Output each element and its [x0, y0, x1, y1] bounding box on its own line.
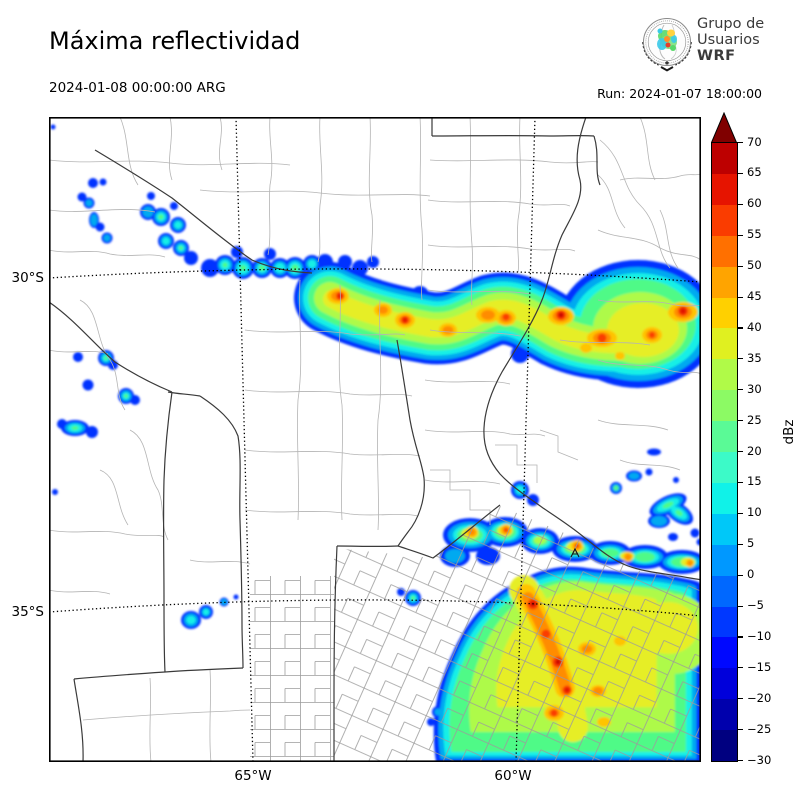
- colorbar-tick-label: 60: [747, 196, 762, 211]
- colorbar-tick-mark: [738, 172, 743, 175]
- colorbar-tick-label: 65: [747, 165, 762, 180]
- colorbar-tick-mark: [738, 203, 743, 205]
- colorbar-segment: [712, 636, 737, 669]
- colorbar-tick-mark: [738, 234, 743, 236]
- map-frame: [49, 117, 701, 762]
- colorbar-over-arrow: [711, 112, 738, 143]
- colorbar-tick-label: 0: [747, 567, 755, 582]
- colorbar-tick-label: 20: [747, 443, 762, 458]
- colorbar-gradient: [711, 142, 738, 762]
- station-marker-icon: [570, 547, 580, 558]
- colorbar-tick-label: 10: [747, 505, 762, 520]
- colorbar-tick-label: −30: [747, 752, 772, 767]
- lat-tick-30s: 30°S: [11, 270, 45, 286]
- colorbar-segment: [712, 482, 737, 514]
- colorbar-tick-mark: [738, 389, 743, 391]
- colorbar-tick-mark: [738, 667, 743, 669]
- logo-line-3: WRF: [697, 48, 736, 64]
- page-title: Máxima reflectividad: [49, 27, 301, 55]
- colorbar-segment: [712, 297, 737, 329]
- colorbar-tick-mark: [738, 265, 743, 267]
- colorbar-segment: [712, 266, 737, 298]
- colorbar-tick-mark: [738, 420, 743, 422]
- colorbar-tick-mark: [738, 760, 743, 762]
- graticule-layer: [49, 117, 701, 762]
- logo-line-2: Usuarios: [697, 32, 760, 48]
- colorbar-tick-label: 50: [747, 258, 762, 273]
- colorbar-segment: [712, 235, 737, 267]
- colorbar-tick-label: 45: [747, 289, 762, 303]
- colorbar-tick-label: 30: [747, 381, 762, 396]
- colorbar-tick-mark: [738, 296, 743, 298]
- map-canvas: [49, 117, 701, 762]
- colorbar-segment: [712, 698, 737, 731]
- lat-tick-35s: 35°S: [11, 604, 45, 620]
- wrf-users-logo-icon: [642, 18, 692, 72]
- colorbar-tick-mark: [738, 142, 743, 144]
- colorbar-tick-mark: [738, 605, 743, 607]
- colorbar-segment: [712, 173, 737, 205]
- colorbar-tick-label: −25: [747, 721, 772, 736]
- logo-line-1: Grupo de: [697, 16, 765, 32]
- colorbar-segment: [712, 729, 737, 761]
- colorbar-tick-mark: [738, 358, 743, 360]
- colorbar-segment: [712, 142, 737, 174]
- province-boundaries-layer: [49, 117, 701, 762]
- colorbar-tick-label: 15: [747, 474, 762, 489]
- lon-tick-60w: 60°W: [494, 768, 532, 784]
- colorbar-tick-label: 70: [747, 134, 762, 149]
- colorbar-tick-label: −15: [747, 659, 772, 674]
- colorbar-tick-label: −20: [747, 690, 772, 705]
- colorbar-tick-mark: [738, 729, 743, 731]
- colorbar-segment: [712, 544, 737, 576]
- valid-time-label: 2024-01-08 00:00:00 ARG: [49, 80, 226, 96]
- colorbar-segment: [712, 667, 737, 700]
- colorbar-tick-label: 55: [747, 227, 762, 242]
- colorbar-tick-mark: [738, 574, 743, 576]
- colorbar-tick-label: −10: [747, 628, 772, 643]
- colorbar-tick-mark: [738, 512, 743, 514]
- colorbar-segment: [712, 358, 737, 391]
- colorbar-segment: [712, 606, 737, 638]
- run-time-label: Run: 2024-01-07 18:00:00: [597, 86, 762, 101]
- colorbar-tick-mark: [738, 327, 743, 329]
- colorbar: 70 65 60 55 50 45 40 35 30 25 20 15 10 5 0 −5 −10 −15 −20−…: [711, 112, 800, 782]
- colorbar-tick-label: 35: [747, 350, 762, 365]
- colorbar-tick-label: 5: [747, 536, 755, 551]
- lon-tick-65w: 65°W: [234, 768, 272, 784]
- colorbar-segment: [712, 327, 737, 360]
- colorbar-segment: [712, 513, 737, 545]
- colorbar-segment: [712, 389, 737, 422]
- colorbar-tick-label: 25: [747, 412, 762, 427]
- colorbar-tick-mark: [738, 698, 743, 700]
- colorbar-tick-label: 40: [747, 319, 762, 334]
- colorbar-segment: [712, 575, 737, 607]
- colorbar-tick-mark: [738, 451, 743, 453]
- colorbar-tick-mark: [738, 481, 743, 484]
- colorbar-segment: [712, 420, 737, 452]
- colorbar-tick-label: −5: [747, 598, 764, 612]
- department-boundaries-layer: [49, 117, 701, 762]
- colorbar-units-label: dBz: [781, 419, 797, 445]
- colorbar-segment: [712, 204, 737, 236]
- colorbar-tick-mark: [738, 636, 743, 638]
- gridline-35s: [49, 599, 701, 617]
- colorbar-tick-mark: [738, 543, 743, 545]
- colorbar-segment: [712, 451, 737, 483]
- logo-text: Grupo de Usuarios WRF: [697, 16, 764, 64]
